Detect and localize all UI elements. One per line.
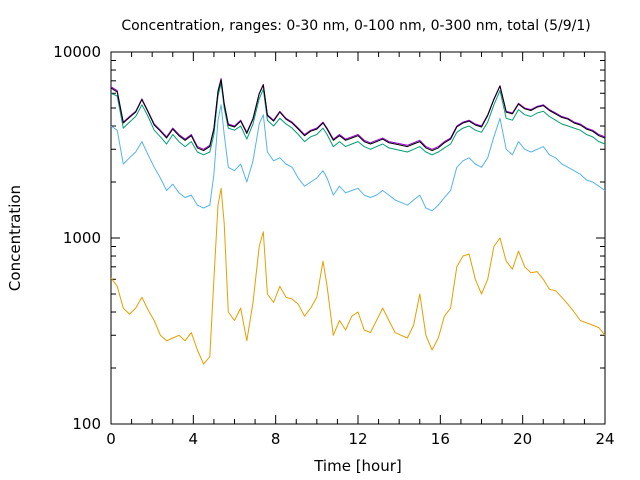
y-tick-label: 10000 xyxy=(53,43,101,61)
series-line-2 xyxy=(110,104,606,212)
axis-ticks: 0 4 8 12 16 20 24 100 1000 10000 xyxy=(53,43,614,448)
series-line-1 xyxy=(110,187,606,365)
x-tick-label: 0 xyxy=(106,430,116,448)
x-tick-label: 12 xyxy=(348,430,367,448)
series-line-5 xyxy=(110,79,606,152)
x-tick-label: 4 xyxy=(189,430,199,448)
series-layer xyxy=(110,78,606,365)
plot-area xyxy=(110,51,606,425)
y-tick-label: 100 xyxy=(72,415,101,433)
y-tick-label: 1000 xyxy=(63,229,101,247)
x-tick-label: 16 xyxy=(431,430,450,448)
chart-title: Concentration, ranges: 0-30 nm, 0-100 nm… xyxy=(121,18,590,34)
x-tick-label: 8 xyxy=(271,430,281,448)
series-line-3 xyxy=(110,82,606,156)
y-axis-label: Concentration xyxy=(6,185,24,291)
x-axis-label: Time [hour] xyxy=(313,457,402,475)
x-tick-label: 20 xyxy=(513,430,532,448)
x-tick-label: 24 xyxy=(595,430,614,448)
plot-frame xyxy=(110,51,606,425)
series-line-4 xyxy=(110,78,606,150)
